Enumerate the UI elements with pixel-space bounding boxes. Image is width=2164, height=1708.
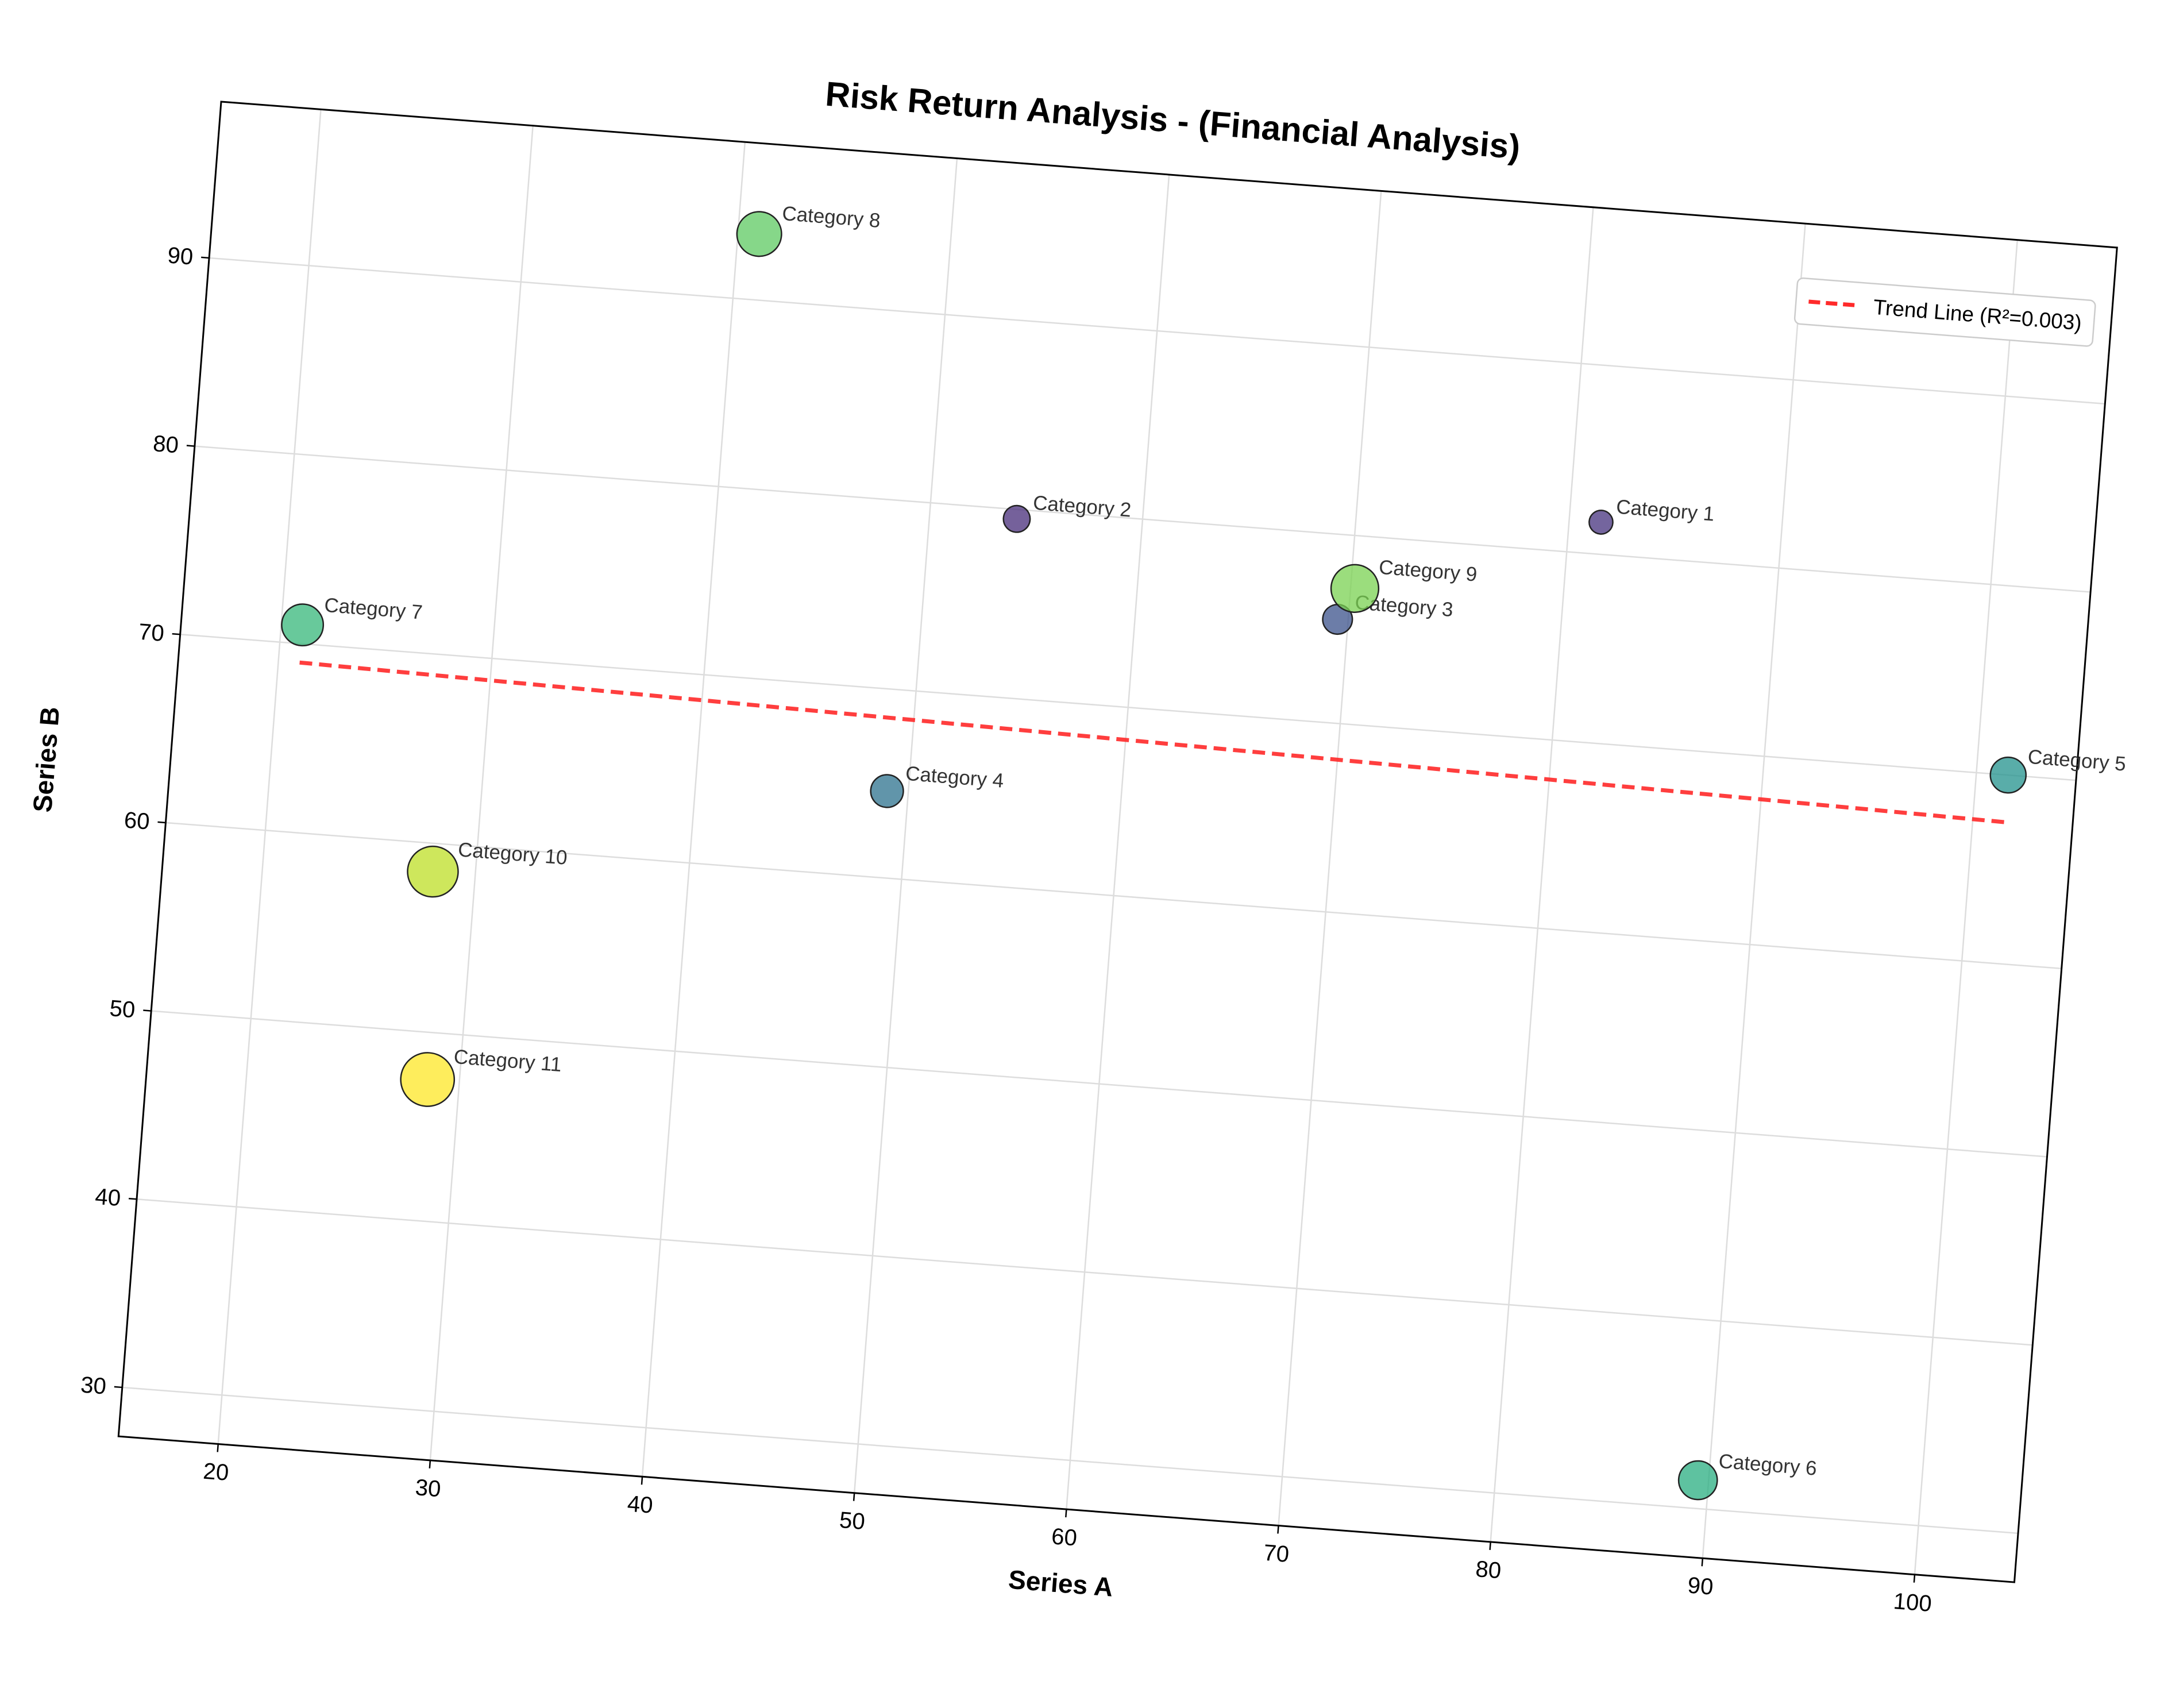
- y-tick-label: 70: [138, 619, 165, 646]
- data-point: [1330, 564, 1380, 613]
- x-tick-label: 30: [414, 1475, 442, 1502]
- x-tick-mark: [1701, 1558, 1704, 1567]
- x-grid-line: [1066, 174, 1170, 1510]
- data-point: [281, 603, 325, 647]
- x-tick-label: 70: [1263, 1540, 1290, 1567]
- y-tick-label: 30: [80, 1372, 107, 1399]
- data-point: [1002, 504, 1031, 533]
- y-grid-line: [122, 1386, 2019, 1534]
- chart-title: Risk Return Analysis - (Financial Analys…: [824, 75, 1522, 167]
- x-axis-ticks: 20 30 40 50 60 70 80 90 100: [202, 1444, 1932, 1617]
- x-axis-label: Series A: [1008, 1564, 1114, 1602]
- y-tick-label: 90: [167, 242, 194, 269]
- x-grid-line: [641, 142, 746, 1477]
- x-tick-mark: [1913, 1574, 1916, 1583]
- plot-area: 20 30 40 50 60 70 80 90 100 30 40 50 60 70 80 90 Categ…: [27, 101, 2127, 1617]
- x-grid-line: [1490, 207, 1594, 1543]
- x-tick-label: 80: [1475, 1556, 1502, 1583]
- data-point: [400, 1052, 456, 1107]
- y-grid-line: [136, 1198, 2033, 1346]
- y-tick-mark: [157, 821, 166, 824]
- y-tick-label: 80: [152, 431, 180, 458]
- y-axis-ticks: 30 40 50 60 70 80 90: [80, 242, 210, 1399]
- x-grid-line: [429, 125, 534, 1460]
- y-grid-line: [209, 257, 2105, 405]
- legend-box: [1793, 277, 2096, 347]
- y-grid-line: [180, 634, 2076, 781]
- y-tick-mark: [128, 1197, 137, 1200]
- y-tick-label: 60: [123, 807, 151, 834]
- data-point: [1588, 510, 1614, 535]
- y-grid-line: [151, 1010, 2047, 1158]
- data-point: [1677, 1460, 1718, 1501]
- x-grid-line: [1278, 191, 1382, 1526]
- x-tick-label: 40: [626, 1491, 654, 1518]
- x-grid-line: [1914, 240, 2018, 1575]
- y-axis-label: Series B: [27, 705, 65, 813]
- legend-trend-swatch: [1808, 299, 1860, 308]
- x-tick-label: 20: [202, 1459, 230, 1486]
- x-tick-label: 100: [1892, 1589, 1932, 1617]
- grid: [122, 109, 2105, 1575]
- x-tick-label: 50: [839, 1507, 866, 1534]
- y-tick-mark: [201, 256, 210, 259]
- x-grid-line: [1702, 223, 1806, 1559]
- x-grid-line: [853, 158, 958, 1493]
- data-point: [736, 211, 782, 257]
- y-grid-line: [194, 445, 2091, 593]
- y-grid-line: [165, 822, 2062, 970]
- trend-line-group: [299, 660, 2005, 824]
- data-point: [870, 774, 904, 808]
- trend-line: [299, 660, 2005, 824]
- x-tick-mark: [1489, 1541, 1491, 1550]
- y-tick-label: 40: [94, 1184, 122, 1211]
- x-grid-line: [217, 109, 322, 1444]
- legend: Trend Line (R²=0.003): [1793, 277, 2096, 347]
- x-tick-label: 90: [1687, 1573, 1714, 1600]
- data-point: [407, 845, 459, 898]
- x-tick-label: 60: [1051, 1524, 1078, 1551]
- data-point: [1989, 756, 2027, 794]
- y-tick-label: 50: [109, 996, 136, 1023]
